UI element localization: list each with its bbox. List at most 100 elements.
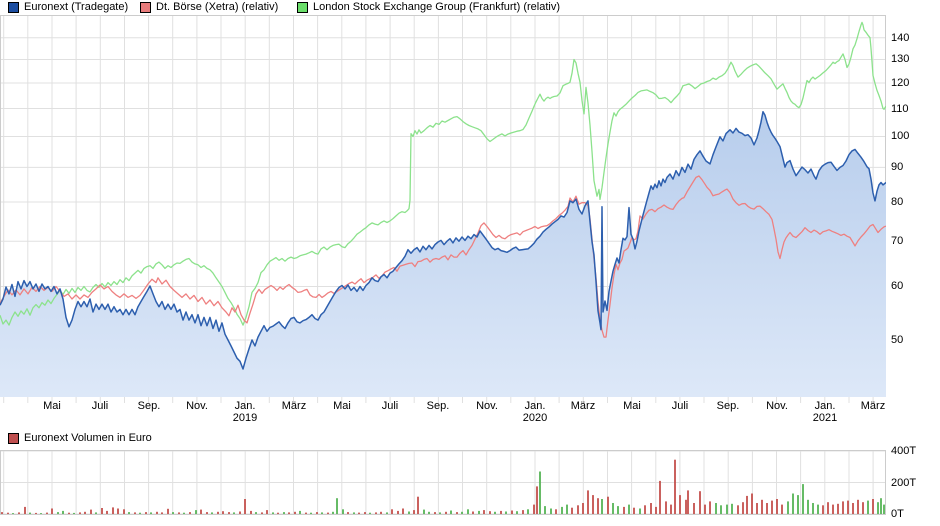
volume-chart [0,450,886,515]
volume-bar [478,510,480,514]
legend-item-lseg[interactable]: London Stock Exchange Group (Frankfurt) … [297,1,560,14]
euronext-area [0,111,886,397]
legend-label-dt-boerse: Dt. Börse (Xetra) (relativ) [156,1,279,13]
volume-bar [117,508,119,514]
volume-bar [827,502,829,514]
volume-bar [761,499,763,514]
lseg-swatch-icon [297,2,308,13]
volume-bar [461,511,463,514]
volume-bar [211,512,213,514]
volume-bar [516,511,518,514]
volume-bar [737,505,739,514]
legend-item-euronext[interactable]: Euronext (Tradegate) [8,1,128,14]
volume-bar [364,512,366,514]
volume-bar [582,503,584,514]
volume-bar [781,504,783,514]
volume-bar [561,506,563,514]
volume-plot-border [0,450,886,515]
legend-label-euronext: Euronext (Tradegate) [24,1,129,13]
volume-bar [90,509,92,514]
x-axis-label: Mai [333,400,351,412]
y-axis-label: 100 [891,130,910,142]
volume-bar [145,512,147,514]
volume-bar [742,502,744,514]
volume-bar [807,499,809,514]
volume-bar [787,501,789,514]
volume-bar [228,512,230,514]
volume-bar [266,510,268,514]
volume-bar [305,512,307,514]
volume-bar [505,511,507,514]
volume-bar [46,512,48,514]
y-axis-label: 120 [891,77,910,89]
volume-bar [771,500,773,514]
volume-y-axis-label: 400T [891,445,917,457]
volume-bar [544,506,546,514]
x-axis-label: Jan. [234,400,256,412]
volume-bar [467,509,469,514]
volume-bar [685,499,687,514]
volume-bar [612,503,614,514]
volume-y-axis-label: 200T [891,477,917,489]
volume-bar [68,512,70,514]
volume-bar [413,510,415,514]
volume-bar [294,511,296,514]
volume-bar [756,503,758,514]
volume-bar [751,493,753,514]
volume-bar [500,510,502,514]
volume-bar [857,499,859,514]
volume-bar [883,504,885,514]
volume-bar [715,503,717,514]
x-axis-label: Jan. [814,400,836,412]
volume-bar [726,504,728,514]
volume-bar [555,509,557,514]
volume-bar [679,495,681,514]
volume-bar [577,505,579,514]
volume-bar [178,512,180,514]
volume-bar [822,505,824,514]
volume-bar [766,503,768,514]
volume-bar [511,510,513,514]
series-line-1 [0,175,886,338]
y-axis-label: 130 [891,53,910,65]
volume-bar [633,507,635,514]
legend-item-dt-boerse[interactable]: Dt. Börse (Xetra) (relativ) [140,1,278,14]
volume-bar [239,511,241,514]
volume-legend[interactable]: Euronext Volumen in Euro [8,431,152,445]
volume-bar [101,508,103,514]
volume-bar [369,512,371,514]
volume-bar [244,499,246,514]
y-axis-label: 50 [891,334,904,346]
volume-bar [40,513,42,514]
volume-bar [1,512,3,514]
volume-bar [539,471,541,514]
volume-bar [402,508,404,514]
x-axis-label: Sep. [137,400,161,412]
volume-bar [428,511,430,514]
price-chart [0,15,886,403]
volume-bar [386,512,388,514]
volume-bar [587,490,589,514]
volume-bar [601,499,603,514]
volume-bar [812,503,814,514]
volume-bar [522,510,524,514]
volume-bar [776,499,778,514]
x-axis-label: Sep. [716,400,740,412]
volume-bar [358,512,360,514]
volume-bar [217,511,219,514]
volume-bar [872,499,874,514]
y-axis-label: 90 [891,161,904,173]
volume-bar [533,504,535,514]
volume-y-axis-label: 0T [891,508,904,520]
volume-bar [693,503,695,514]
volume-bar [375,512,377,514]
volume-bar [483,510,485,514]
series-line-2 [0,21,886,326]
volume-bar [84,511,86,514]
volume-bar [720,505,722,514]
volume-bar [494,511,496,514]
volume-bar [566,504,568,514]
volume-bar [550,508,552,514]
volume-bar [423,509,425,514]
